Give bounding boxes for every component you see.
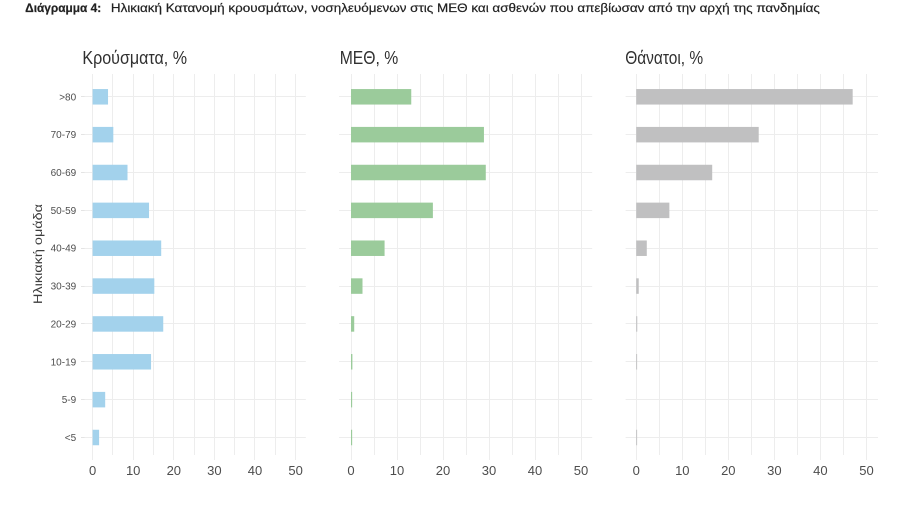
svg-text:ΜΕΘ, %: ΜΕΘ, % — [340, 48, 399, 68]
svg-text:>80: >80 — [59, 92, 76, 103]
svg-text:20: 20 — [167, 463, 181, 478]
svg-text:30: 30 — [767, 463, 781, 478]
svg-text:20: 20 — [436, 463, 450, 478]
svg-text:40-49: 40-49 — [51, 244, 77, 255]
svg-text:<5: <5 — [65, 433, 77, 444]
svg-text:10-19: 10-19 — [51, 357, 77, 368]
svg-text:30: 30 — [482, 463, 496, 478]
svg-text:40: 40 — [528, 463, 542, 478]
svg-text:0: 0 — [89, 463, 96, 478]
svg-text:Διάγραμμα 4:: Διάγραμμα 4: — [25, 3, 101, 15]
svg-text:50-59: 50-59 — [51, 206, 77, 217]
svg-text:40: 40 — [248, 463, 262, 478]
svg-text:50: 50 — [574, 463, 588, 478]
svg-text:10: 10 — [126, 463, 140, 478]
svg-text:Θάνατοι, %: Θάνατοι, % — [625, 48, 703, 68]
svg-text:50: 50 — [859, 463, 873, 478]
svg-text:Ηλικιακή Κατανομή κρουσμάτων,: Ηλικιακή Κατανομή κρουσμάτων, νοσηλευόμε… — [111, 3, 821, 15]
svg-text:20-29: 20-29 — [51, 319, 77, 330]
svg-text:10: 10 — [675, 463, 689, 478]
svg-text:Κρούσματα, %: Κρούσματα, % — [82, 48, 187, 68]
svg-text:Ηλικιακή ομάδα: Ηλικιακή ομάδα — [33, 204, 45, 304]
svg-text:20: 20 — [721, 463, 735, 478]
svg-text:5-9: 5-9 — [62, 395, 77, 406]
svg-text:30: 30 — [207, 463, 221, 478]
svg-text:10: 10 — [390, 463, 404, 478]
svg-text:40: 40 — [813, 463, 827, 478]
svg-text:60-69: 60-69 — [51, 168, 77, 179]
svg-text:0: 0 — [347, 463, 354, 478]
svg-text:70-79: 70-79 — [51, 130, 77, 141]
svg-text:0: 0 — [633, 463, 640, 478]
svg-text:30-39: 30-39 — [51, 282, 77, 293]
svg-text:50: 50 — [288, 463, 302, 478]
